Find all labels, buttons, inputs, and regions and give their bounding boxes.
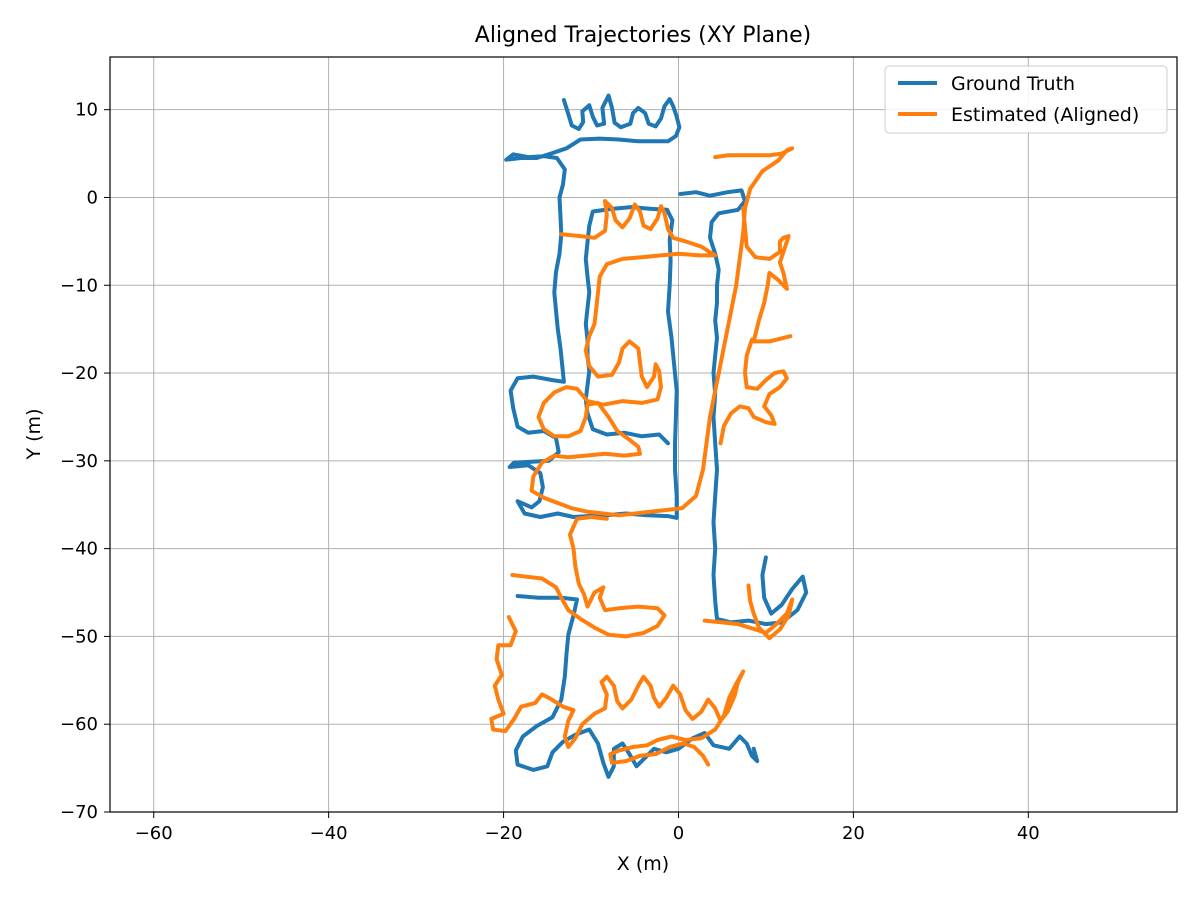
x-axis-label: X (m) [617, 853, 669, 875]
x-tick-label: −60 [135, 823, 173, 844]
legend: Ground Truth Estimated (Aligned) [884, 65, 1168, 134]
y-tick-label: 0 [87, 187, 98, 208]
legend-label-estimated: Estimated (Aligned) [951, 104, 1139, 126]
x-tick-label: 20 [842, 823, 865, 844]
y-tick-label: −60 [60, 714, 98, 735]
ground-truth-trajectory [678, 188, 809, 627]
axes: −60 −40 −20 0 20 40 10 0 −10 −20 −30 −40 −50 −60 −70 [60, 100, 1040, 844]
x-tick-label: 0 [673, 823, 684, 844]
estimated-trajectory [510, 515, 667, 639]
ground-truth-trajectory [513, 594, 760, 779]
x-tick-label: −40 [310, 823, 348, 844]
y-tick-label: −30 [60, 451, 98, 472]
estimated-trajectory [741, 206, 793, 344]
estimated-trajectory [529, 146, 795, 518]
x-tick-label: −20 [485, 823, 523, 844]
legend-label-ground-truth: Ground Truth [951, 73, 1075, 95]
y-tick-label: −10 [60, 275, 98, 296]
y-tick-label: −40 [60, 539, 98, 560]
estimated-trajectory [489, 615, 746, 767]
y-tick-label: −70 [60, 802, 98, 823]
x-tick-label: 40 [1017, 823, 1040, 844]
estimated-trajectory [718, 337, 789, 446]
y-axis-label: Y (m) [23, 409, 45, 461]
plot-frame [109, 56, 1178, 813]
plot-area [489, 93, 809, 779]
y-tick-label: −50 [60, 626, 98, 647]
legend-box [884, 65, 1168, 134]
y-tick-label: −20 [60, 363, 98, 384]
ground-truth-trajectory [504, 93, 682, 520]
gridlines [110, 57, 1177, 813]
estimated-trajectory [702, 583, 795, 641]
chart-title: Aligned Trajectories (XY Plane) [475, 23, 811, 48]
y-tick-label: 10 [75, 100, 98, 121]
